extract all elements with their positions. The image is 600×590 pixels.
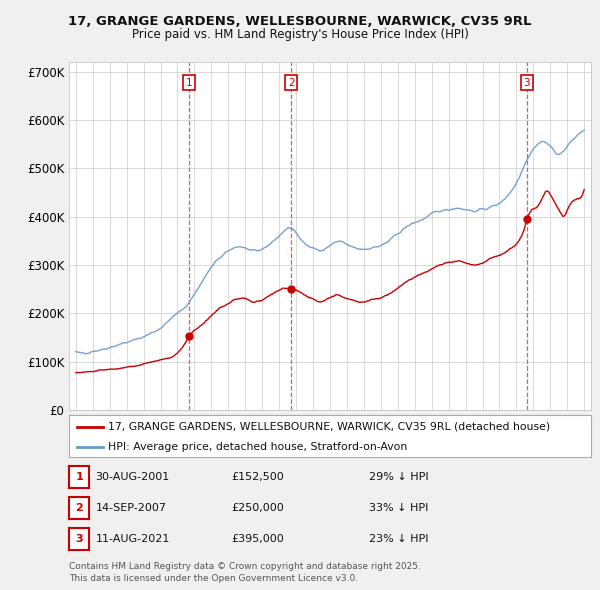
Text: 2: 2 [288,78,295,87]
Text: 1: 1 [76,473,83,482]
Text: 17, GRANGE GARDENS, WELLESBOURNE, WARWICK, CV35 9RL: 17, GRANGE GARDENS, WELLESBOURNE, WARWIC… [68,15,532,28]
Text: 1: 1 [185,78,192,87]
Text: 2: 2 [76,503,83,513]
Text: £152,500: £152,500 [231,473,284,482]
Text: 30-AUG-2001: 30-AUG-2001 [95,473,170,482]
Text: Contains HM Land Registry data © Crown copyright and database right 2025.
This d: Contains HM Land Registry data © Crown c… [69,562,421,583]
Text: 3: 3 [523,78,530,87]
Text: 23% ↓ HPI: 23% ↓ HPI [369,534,428,543]
Text: £395,000: £395,000 [231,534,284,543]
Text: 14-SEP-2007: 14-SEP-2007 [95,503,166,513]
Text: 3: 3 [76,534,83,543]
Text: Price paid vs. HM Land Registry's House Price Index (HPI): Price paid vs. HM Land Registry's House … [131,28,469,41]
Text: 33% ↓ HPI: 33% ↓ HPI [369,503,428,513]
Text: HPI: Average price, detached house, Stratford-on-Avon: HPI: Average price, detached house, Stra… [108,442,407,451]
Text: 17, GRANGE GARDENS, WELLESBOURNE, WARWICK, CV35 9RL (detached house): 17, GRANGE GARDENS, WELLESBOURNE, WARWIC… [108,422,550,432]
Text: 11-AUG-2021: 11-AUG-2021 [95,534,170,543]
Text: £250,000: £250,000 [231,503,284,513]
Text: 29% ↓ HPI: 29% ↓ HPI [369,473,428,482]
